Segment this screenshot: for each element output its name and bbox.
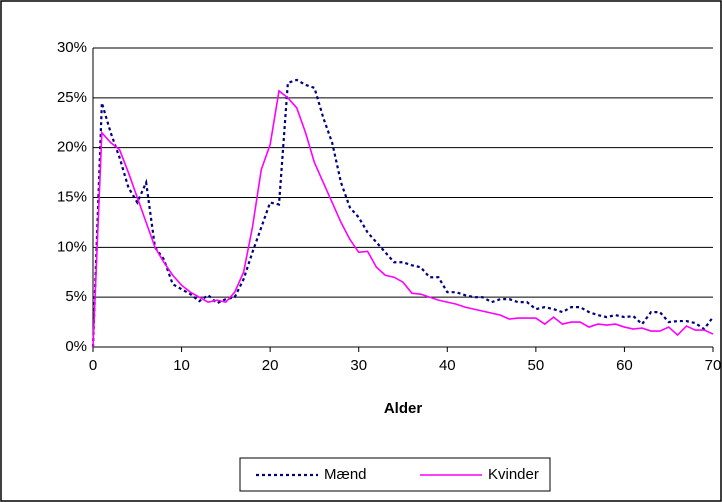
y-tick-label: 15% (57, 188, 87, 205)
data-line (92, 89, 714, 348)
x-tick-label: 0 (89, 357, 97, 374)
y-tick-label: 0% (65, 338, 87, 355)
x-tick-label: 70 (705, 357, 722, 374)
legend-label: Kvinder (488, 466, 539, 483)
data-line (91, 78, 714, 348)
x-tick-label: 30 (350, 357, 367, 374)
x-tick-label: 40 (439, 357, 456, 374)
x-tick-label: 50 (528, 357, 545, 374)
legend (239, 457, 551, 492)
x-axis-label: Alder (384, 400, 423, 417)
y-tick-label: 5% (65, 288, 87, 305)
x-tick-label: 20 (262, 357, 279, 374)
y-tick-label: 20% (57, 139, 87, 156)
x-tick-label: 60 (616, 357, 633, 374)
y-tick-label: 10% (57, 238, 87, 255)
y-tick-label: 30% (57, 39, 87, 56)
legend-label: Mænd (324, 466, 367, 483)
y-tick-label: 25% (57, 89, 87, 106)
x-tick-label: 10 (173, 357, 190, 374)
